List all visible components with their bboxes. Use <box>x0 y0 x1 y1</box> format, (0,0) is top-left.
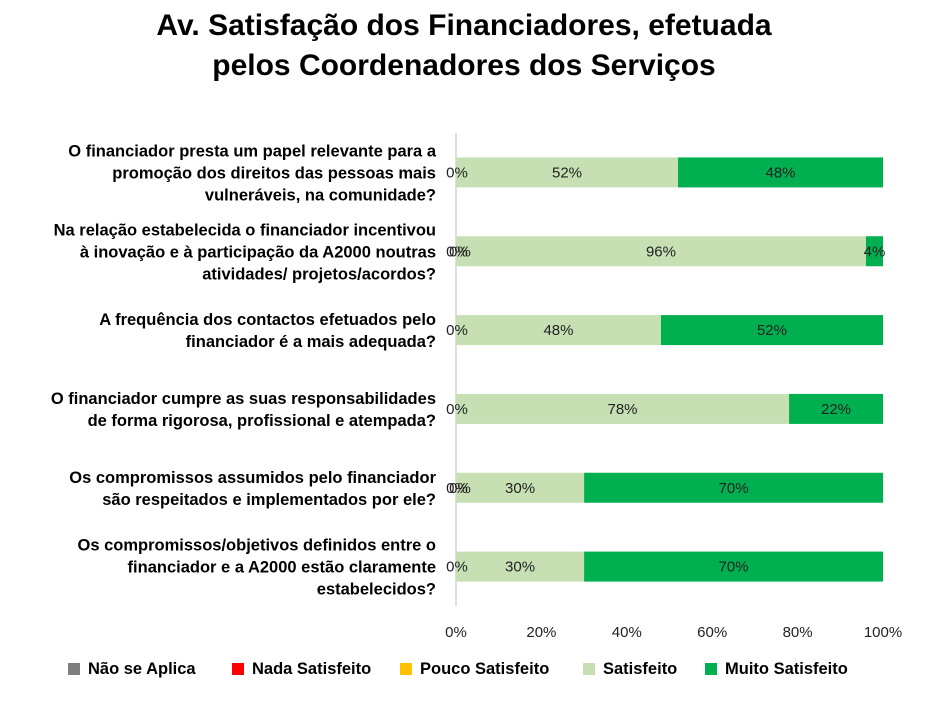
data-label-2-0: 0% <box>446 322 468 339</box>
x-tick-label-4: 80% <box>783 624 813 641</box>
legend-swatch-3 <box>583 663 595 675</box>
legend-label-3: Satisfeito <box>603 660 677 678</box>
bar-2-muito-satisfeito <box>660 315 883 346</box>
data-label-1-3: 4% <box>864 243 886 260</box>
bar-0-satisfeito <box>456 157 679 188</box>
bar-1-satisfeito <box>456 236 866 267</box>
legend-swatch-1 <box>232 663 244 675</box>
data-label-1-0: 0% <box>446 243 468 260</box>
data-label-0-2: 48% <box>766 164 796 181</box>
data-label-3-1: 78% <box>608 401 638 418</box>
bar-1-muito-satisfeito <box>865 236 883 267</box>
legend-swatch-0 <box>68 663 80 675</box>
bar-3-muito-satisfeito <box>789 393 883 424</box>
bar-5-muito-satisfeito <box>584 551 883 582</box>
category-label-2-line-0: A frequência dos contactos efetuados pel… <box>99 311 436 329</box>
data-label-1-2: 96% <box>646 243 676 260</box>
category-label-5-line-0: Os compromissos/objetivos definidos entr… <box>78 537 437 555</box>
category-label-2-line-1: financiador é a mais adequada? <box>186 333 436 351</box>
data-label-5-0: 0% <box>446 559 468 576</box>
data-label-0-1: 52% <box>552 164 582 181</box>
legend-swatch-2 <box>400 663 412 675</box>
x-tick-label-1: 20% <box>526 624 556 641</box>
bar-4-muito-satisfeito <box>584 472 883 503</box>
x-tick-label-2: 40% <box>612 624 642 641</box>
bar-3-satisfeito <box>456 393 790 424</box>
data-label-0-0: 0% <box>446 164 468 181</box>
bar-4-satisfeito <box>456 472 585 503</box>
bar-0-muito-satisfeito <box>678 157 883 188</box>
category-label-1-line-0: Na relação estabelecida o financiador in… <box>54 221 436 239</box>
data-label-1-1: 0% <box>449 243 471 260</box>
x-tick-label-3: 60% <box>697 624 727 641</box>
bar-5-satisfeito <box>456 551 585 582</box>
bar-2-satisfeito <box>456 315 661 346</box>
data-label-2-1: 48% <box>543 322 573 339</box>
legend-swatch-4 <box>705 663 717 675</box>
category-label-3-line-1: de forma rigorosa, profissional e atempa… <box>88 412 436 430</box>
x-tick-label-0: 0% <box>445 624 467 641</box>
category-label-5-line-1: financiador e a A2000 estão claramente <box>128 559 436 577</box>
data-label-3-0: 0% <box>446 401 468 418</box>
data-label-2-2: 52% <box>757 322 787 339</box>
category-label-0-line-0: O financiador presta um papel relevante … <box>68 142 437 160</box>
data-label-5-1: 30% <box>505 559 535 576</box>
data-label-4-1: 0% <box>449 480 471 497</box>
category-label-5-line-2: estabelecidos? <box>317 581 436 599</box>
x-tick-label-5: 100% <box>864 624 902 641</box>
chart-title-line-1: Av. Satisfação dos Financiadores, efetua… <box>156 9 772 42</box>
legend-label-4: Muito Satisfeito <box>725 660 848 678</box>
category-label-4-line-0: Os compromissos assumidos pelo financiad… <box>69 469 436 487</box>
data-label-4-0: 0% <box>446 480 468 497</box>
chart-title: Av. Satisfação dos Financiadores, efetua… <box>0 6 928 86</box>
category-label-4-line-1: são respeitados e implementados por ele? <box>102 491 436 509</box>
data-label-4-2: 30% <box>505 480 535 497</box>
data-label-3-2: 22% <box>821 401 851 418</box>
category-label-1-line-1: à inovação e à participação da A2000 nou… <box>80 243 436 261</box>
category-label-0-line-1: promoção dos direitos das pessoas mais <box>112 164 436 182</box>
category-label-0-line-2: vulneráveis, na comunidade? <box>205 186 436 204</box>
legend-label-1: Nada Satisfeito <box>252 660 371 678</box>
data-label-4-3: 70% <box>719 480 749 497</box>
chart-title-line-2: pelos Coordenadores dos Serviços <box>212 49 716 82</box>
legend-label-0: Não se Aplica <box>88 660 196 678</box>
category-label-1-line-2: atividades/ projetos/acordos? <box>202 265 436 283</box>
legend-label-2: Pouco Satisfeito <box>420 660 549 678</box>
category-label-3-line-0: O financiador cumpre as suas responsabil… <box>51 390 436 408</box>
data-label-5-2: 70% <box>719 559 749 576</box>
